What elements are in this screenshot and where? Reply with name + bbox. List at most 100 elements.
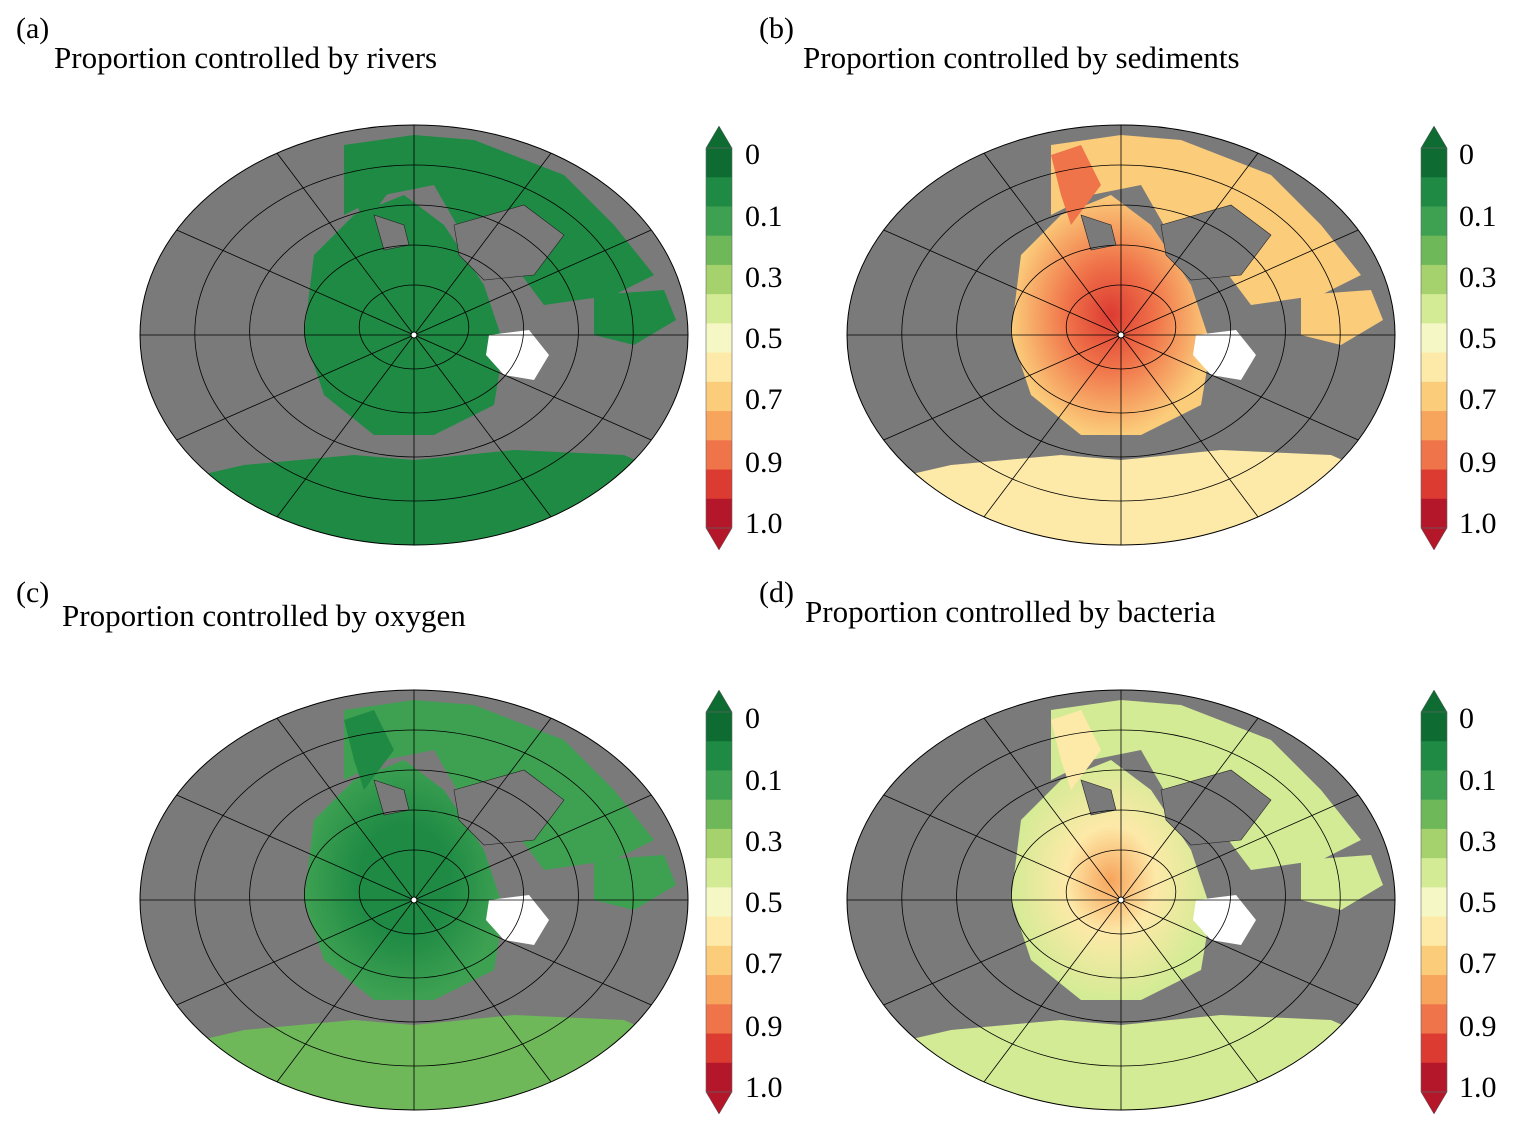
sea-ice-patch	[486, 330, 549, 380]
baffin-bay	[1051, 145, 1101, 225]
barents-sea	[594, 855, 676, 910]
colorbar-swatch	[706, 975, 732, 1005]
colorbar-swatch	[1421, 381, 1447, 412]
colorbar-frame	[705, 147, 733, 529]
meridian-line	[276, 334, 415, 518]
colorbar-label: 0.9	[745, 1010, 783, 1043]
greenland	[453, 769, 565, 846]
colorbar-label: 0.3	[1459, 261, 1497, 294]
baffin-bay	[344, 145, 394, 225]
panel-title: Proportion controlled by rivers	[54, 40, 438, 75]
panel-title: Proportion controlled by oxygen	[62, 598, 466, 633]
colorbar-swatch	[706, 294, 732, 324]
meridian-line	[983, 334, 1122, 518]
colorbar-label: 1.0	[1459, 1071, 1497, 1104]
meridian-line	[413, 717, 552, 901]
colorbar-swatch	[1421, 264, 1447, 295]
baffin-bay	[344, 710, 394, 790]
panel-letter: (a)	[16, 12, 50, 45]
panel-b: (b) Proportion controlled by sediments 0…	[707, 0, 1497, 564]
sea-ice-patch	[1193, 330, 1256, 380]
colorbar	[705, 689, 733, 1115]
meridian-line	[983, 717, 1122, 901]
colorbar-top-arrow	[1420, 125, 1448, 149]
sea-ice-patch	[1193, 895, 1256, 945]
colorbar-swatch	[706, 264, 732, 295]
greenland	[1160, 204, 1272, 281]
colorbar-swatch	[706, 498, 732, 529]
colorbar-label: 0.1	[1459, 764, 1497, 797]
colorbar-swatch	[706, 469, 732, 500]
meridian-line	[1120, 229, 1359, 336]
colorbar	[705, 125, 733, 551]
graticule	[140, 690, 688, 1110]
meridian-line	[413, 899, 552, 1083]
graticule	[847, 690, 1395, 1110]
colorbar-label: 0.5	[1459, 322, 1497, 355]
colorbar-label: 1.0	[745, 507, 783, 540]
colorbar-swatch	[706, 828, 732, 859]
colorbar-swatch	[1421, 469, 1447, 500]
colorbar-frame	[1420, 711, 1448, 1093]
colorbar-label: 0.7	[1459, 383, 1497, 416]
meridian-line	[413, 152, 552, 336]
meridian-line	[1120, 899, 1259, 1083]
colorbar-swatch	[706, 770, 732, 801]
meridian-line	[176, 229, 415, 336]
colorbar-swatch	[1421, 770, 1447, 801]
meridian-line	[176, 794, 415, 901]
colorbar-frame	[1420, 147, 1448, 529]
colorbar-swatch	[1421, 148, 1447, 178]
panel-title: Proportion controlled by bacteria	[805, 594, 1216, 629]
baffin-bay	[1051, 710, 1101, 790]
meridian-line	[176, 899, 415, 1006]
colorbar-swatch	[706, 887, 732, 918]
map-border	[139, 124, 689, 546]
graticule	[847, 125, 1395, 545]
colorbar-swatch	[706, 235, 732, 266]
colorbar-label: 0.3	[745, 261, 783, 294]
map-sediments	[846, 124, 1448, 551]
colorbar-swatch	[1421, 206, 1447, 237]
meridian-line	[176, 334, 415, 441]
map-border	[846, 689, 1396, 1111]
north-pole-marker	[1117, 331, 1125, 339]
map-oxygen	[139, 689, 733, 1115]
colorbar-swatch	[1421, 741, 1447, 771]
meridian-line	[883, 334, 1122, 441]
meridian-line	[413, 334, 552, 518]
meridian-line	[1120, 334, 1259, 518]
colorbar-bottom-arrow	[1420, 1091, 1448, 1115]
meridian-line	[1120, 794, 1359, 901]
colorbar-label: 0.1	[745, 764, 783, 797]
colorbar-bottom-arrow	[1420, 527, 1448, 551]
colorbar-label: 0.9	[1459, 1010, 1497, 1043]
colorbar-swatch	[1421, 975, 1447, 1005]
meridian-line	[983, 152, 1122, 336]
meridian-line	[983, 899, 1122, 1083]
panel-d: (d) Proportion controlled by bacteria 0 …	[707, 564, 1497, 1128]
colorbar-label: 0.1	[745, 200, 783, 233]
colorbar-swatch	[1421, 352, 1447, 383]
colorbar-label: 0.9	[745, 446, 783, 479]
colorbar-swatch	[1421, 1033, 1447, 1064]
colorbar-swatch	[706, 712, 732, 742]
colorbar-swatch	[706, 381, 732, 412]
colorbar-label: 0.5	[745, 322, 783, 355]
colorbar-label: 1.0	[1459, 507, 1497, 540]
meridian-line	[413, 229, 652, 336]
greenland	[1160, 769, 1272, 846]
colorbar-swatch	[706, 799, 732, 830]
colorbar	[1420, 125, 1448, 551]
colorbar-swatch	[1421, 177, 1447, 207]
meridian-line	[276, 152, 415, 336]
colorbar-swatch	[1421, 887, 1447, 918]
colorbar-label: 0	[745, 702, 760, 735]
colorbar-swatch	[706, 411, 732, 441]
colorbar-swatch	[1421, 799, 1447, 830]
map-border	[846, 124, 1396, 546]
colorbar-swatch	[706, 858, 732, 888]
colorbar-swatch	[1421, 1004, 1447, 1035]
meridian-line	[883, 899, 1122, 1006]
meridian-line	[276, 899, 415, 1083]
